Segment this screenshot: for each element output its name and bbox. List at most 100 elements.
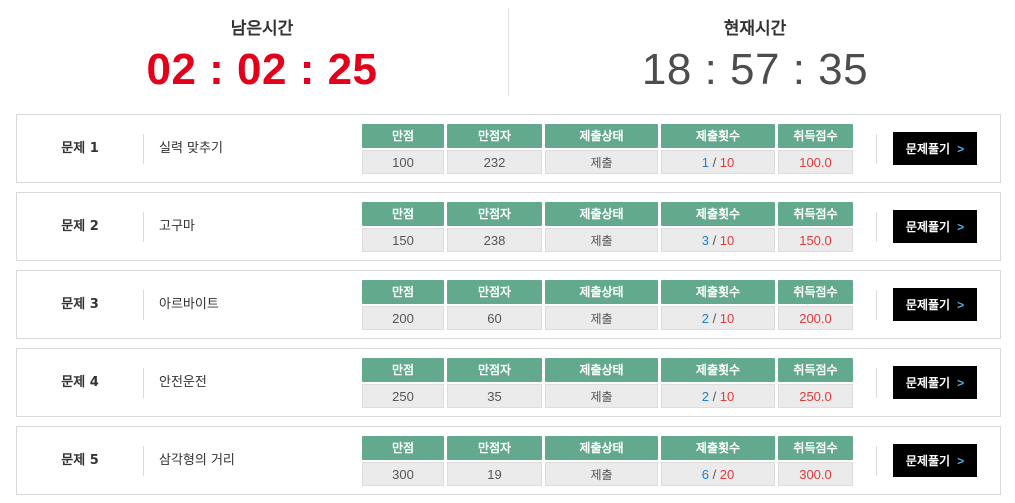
earned-score-value: 200.0 [778,306,853,330]
submission-count-stat: 제출횟수 3 / 10 [661,202,775,253]
problem-card-2: 문제 2 고구마 만점 150 만점자 238 제출상태 제출 제출횟수 3 /… [16,192,1001,261]
perfect-count-value: 35 [447,384,542,408]
earned-score-header: 취득점수 [778,124,853,148]
remaining-time-panel: 남은시간 02 : 02 : 25 [16,8,508,96]
earned-score-value: 250.0 [778,384,853,408]
score-header: 만점 [362,124,444,148]
timer-bar: 남은시간 02 : 02 : 25 현재시간 18 : 57 : 35 [16,8,1001,96]
status-header: 제출상태 [545,124,658,148]
submission-count-stat: 제출횟수 1 / 10 [661,124,775,175]
status-value: 제출 [545,462,658,486]
score-value: 100 [362,150,444,174]
problem-number: 문제 1 [61,141,99,156]
count-slash: / [708,467,720,482]
earned-score-stat: 취득점수 150.0 [778,202,853,253]
submission-count-value: 1 / 10 [661,150,775,174]
status-header: 제출상태 [545,436,658,460]
problem-separator [143,290,144,320]
used-count: 1 [701,155,709,170]
score-header: 만점 [362,202,444,226]
current-time-value: 18 : 57 : 35 [641,45,869,94]
remaining-time-label: 남은시간 [230,19,294,39]
earned-score-stat: 취득점수 200.0 [778,280,853,331]
max-count: 20 [719,467,735,482]
chevron-right-icon: > [957,141,965,156]
submission-count-stat: 제출횟수 6 / 20 [661,436,775,487]
status-stat: 제출상태 제출 [545,280,658,331]
submission-count-header: 제출횟수 [661,280,775,304]
submission-count-header: 제출횟수 [661,202,775,226]
earned-score-header: 취득점수 [778,436,853,460]
chevron-right-icon: > [957,453,965,468]
submission-count-value: 2 / 10 [661,306,775,330]
status-stat: 제출상태 제출 [545,124,658,175]
count-slash: / [708,389,720,404]
problem-card-4: 문제 4 안전운전 만점 250 만점자 35 제출상태 제출 제출횟수 2 /… [16,348,1001,417]
status-value: 제출 [545,228,658,252]
max-count: 10 [719,233,735,248]
earned-score-value: 100.0 [778,150,853,174]
score-stat: 만점 100 [362,124,444,175]
chevron-right-icon: > [957,297,965,312]
solve-problem-button[interactable]: 문제풀기 > [893,444,977,477]
max-count: 10 [719,155,735,170]
problem-card-5: 문제 5 삼각형의 거리 만점 300 만점자 19 제출상태 제출 제출횟수 … [16,426,1001,495]
status-header: 제출상태 [545,358,658,382]
problem-separator [143,368,144,398]
action-separator [876,446,877,476]
chevron-right-icon: > [957,375,965,390]
submission-count-header: 제출횟수 [661,358,775,382]
earned-score-stat: 취득점수 250.0 [778,358,853,409]
submission-count-stat: 제출횟수 2 / 10 [661,358,775,409]
perfect-count-stat: 만점자 238 [447,202,542,253]
perfect-count-stat: 만점자 19 [447,436,542,487]
action-separator [876,134,877,164]
status-value: 제출 [545,384,658,408]
current-time-label: 현재시간 [723,19,787,39]
earned-score-stat: 취득점수 100.0 [778,124,853,175]
status-stat: 제출상태 제출 [545,358,658,409]
perfect-count-stat: 만점자 232 [447,124,542,175]
perfect-count-header: 만점자 [447,124,542,148]
solve-button-label: 문제풀기 [905,454,951,468]
score-value: 200 [362,306,444,330]
solve-button-label: 문제풀기 [905,220,951,234]
action-separator [876,290,877,320]
perfect-count-value: 19 [447,462,542,486]
perfect-count-stat: 만점자 60 [447,280,542,331]
status-header: 제출상태 [545,280,658,304]
max-count: 10 [719,389,735,404]
score-header: 만점 [362,436,444,460]
solve-problem-button[interactable]: 문제풀기 > [893,288,977,321]
problem-number: 문제 4 [61,375,99,390]
perfect-count-value: 238 [447,228,542,252]
problem-title: 고구마 [159,219,195,234]
perfect-count-header: 만점자 [447,280,542,304]
solve-problem-button[interactable]: 문제풀기 > [893,366,977,399]
problem-card-3: 문제 3 아르바이트 만점 200 만점자 60 제출상태 제출 제출횟수 2 … [16,270,1001,339]
problem-number: 문제 5 [61,453,99,468]
status-stat: 제출상태 제출 [545,202,658,253]
earned-score-value: 150.0 [778,228,853,252]
score-value: 150 [362,228,444,252]
chevron-right-icon: > [957,219,965,234]
submission-count-header: 제출횟수 [661,436,775,460]
solve-problem-button[interactable]: 문제풀기 > [893,210,977,243]
problem-separator [143,212,144,242]
action-separator [876,368,877,398]
score-stat: 만점 250 [362,358,444,409]
perfect-count-value: 60 [447,306,542,330]
problem-title: 아르바이트 [159,297,219,312]
used-count: 3 [701,233,709,248]
score-stat: 만점 200 [362,280,444,331]
solve-problem-button[interactable]: 문제풀기 > [893,132,977,165]
count-slash: / [708,155,720,170]
count-slash: / [708,233,720,248]
perfect-count-header: 만점자 [447,358,542,382]
used-count: 6 [701,467,709,482]
perfect-count-value: 232 [447,150,542,174]
problem-separator [143,134,144,164]
earned-score-header: 취득점수 [778,358,853,382]
submission-count-value: 3 / 10 [661,228,775,252]
count-slash: / [708,311,720,326]
